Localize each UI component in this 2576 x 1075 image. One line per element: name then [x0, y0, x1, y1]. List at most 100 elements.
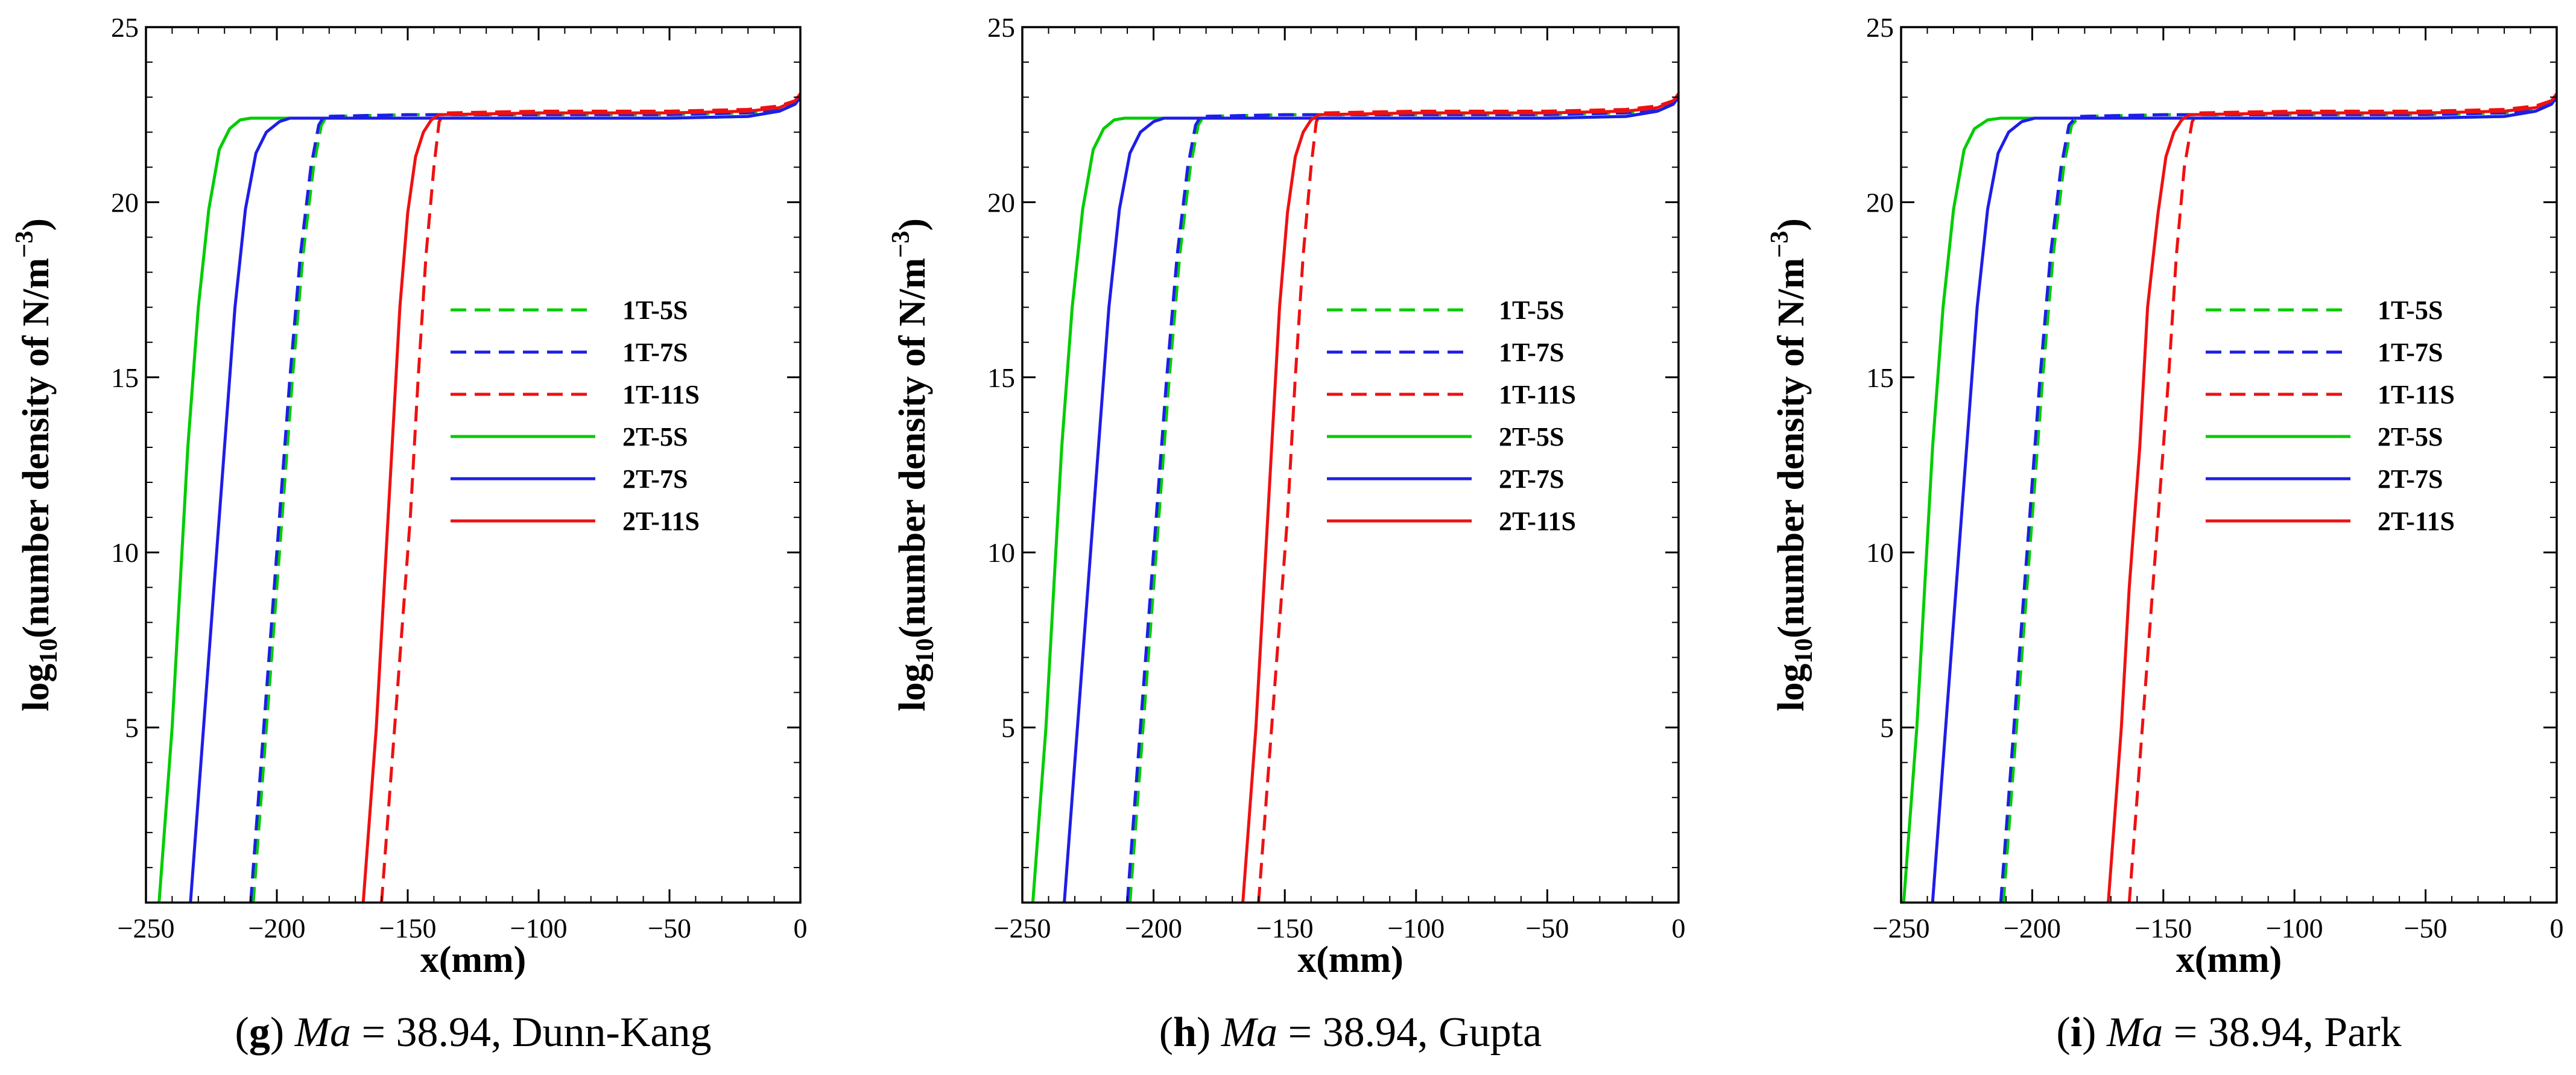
y-axis-title-main: (number density of N/m [16, 258, 57, 638]
legend-label-1T-7S: 1T-7S [2378, 338, 2443, 367]
legend-label-2T-5S: 2T-5S [622, 422, 688, 452]
chart-panel-g: −250 −200 −150 −100 −50 0510152025x(mm)log10(… [11, 12, 808, 1056]
panel-caption: (h) Ma = 38.94, Gupta [1159, 1009, 1542, 1056]
legend-label-1T-7S: 1T-7S [622, 338, 688, 367]
x-axis-title: x(mm) [2176, 939, 2282, 980]
legend-label-2T-11S: 2T-11S [2378, 506, 2455, 536]
series-line-1T-5S [2002, 96, 2557, 903]
x-tick-label: −250 [994, 913, 1051, 944]
series-line-2T-7S [1931, 96, 2557, 903]
y-tick-label: 20 [1866, 187, 1894, 218]
y-axis-title-sup: −3 [1766, 231, 1794, 258]
y-axis-title: log10(number density of N/m−3) [11, 218, 63, 711]
x-tick-label: −250 [118, 913, 175, 944]
y-tick-label: 25 [111, 12, 139, 43]
series-line-2T-7S [1063, 96, 1679, 903]
x-tick-label: −150 [1256, 913, 1314, 944]
y-axis-title-log: log [892, 664, 933, 711]
y-axis-title-close: ) [16, 218, 57, 231]
series-line-2T-7S [189, 96, 800, 903]
series-line-1T-7S [1125, 96, 1679, 903]
caption-close: ) [270, 1009, 295, 1056]
caption-model: Park [2324, 1009, 2401, 1056]
plot-frame [145, 26, 802, 904]
y-tick-label: 15 [987, 362, 1015, 393]
legend-label-1T-11S: 1T-11S [2378, 380, 2455, 409]
caption-letter: i [2071, 1009, 2082, 1056]
x-tick-label: 0 [2550, 913, 2564, 944]
x-tick-label: −150 [2135, 913, 2192, 944]
caption-eq: = 38.94, [1277, 1009, 1438, 1056]
y-axis-title-sup: −3 [11, 231, 39, 258]
y-tick-label: 25 [987, 12, 1015, 43]
x-tick-label: 0 [1672, 913, 1686, 944]
x-tick-label: −50 [648, 913, 691, 944]
legend-label-2T-7S: 2T-7S [1499, 464, 1564, 494]
y-tick-label: 10 [111, 537, 139, 568]
panel-caption: (g) Ma = 38.94, Dunn-Kang [235, 1009, 712, 1056]
caption-letter: g [249, 1009, 270, 1056]
y-axis-title-close: ) [1771, 218, 1812, 231]
y-tick-label: 5 [1001, 713, 1015, 743]
caption-ma: Ma [2106, 1009, 2163, 1056]
x-tick-label: −250 [1873, 913, 1930, 944]
y-tick-label: 20 [111, 187, 139, 218]
series-line-1T-11S [2127, 92, 2557, 903]
panel-caption: (i) Ma = 38.94, Park [2056, 1009, 2401, 1056]
series-line-1T-11S [380, 92, 800, 903]
y-axis-title: log10(number density of N/m−3) [887, 218, 939, 711]
legend-label-1T-5S: 1T-5S [1499, 295, 1564, 325]
y-tick-label: 20 [987, 187, 1015, 218]
y-tick-label: 25 [1866, 12, 1894, 43]
x-tick-label: −200 [2004, 913, 2061, 944]
y-axis-title-main: (number density of N/m [1771, 258, 1812, 638]
y-tick-label: 5 [1880, 713, 1894, 743]
y-axis-title-sub: 10 [911, 638, 939, 664]
caption-open: ( [1159, 1009, 1173, 1056]
legend-label-2T-5S: 2T-5S [1499, 422, 1564, 452]
x-tick-label: −100 [2266, 913, 2323, 944]
series-line-1T-5S [252, 96, 800, 903]
caption-open: ( [235, 1009, 249, 1056]
y-tick-label: 15 [111, 362, 139, 393]
series-line-2T-11S [361, 92, 800, 903]
series-line-2T-5S [1031, 96, 1679, 903]
legend-label-2T-5S: 2T-5S [2378, 422, 2443, 452]
legend-label-1T-11S: 1T-11S [1499, 380, 1576, 409]
legend-label-2T-7S: 2T-7S [622, 464, 688, 494]
caption-open: ( [2056, 1009, 2070, 1056]
y-axis-title-close: ) [892, 218, 933, 231]
caption-ma: Ma [294, 1009, 351, 1056]
y-axis-title-sup: −3 [887, 231, 915, 258]
y-axis-title-main: (number density of N/m [892, 258, 933, 638]
y-axis-title-sub: 10 [1790, 638, 1818, 664]
caption-letter: h [1173, 1009, 1197, 1056]
legend-label-2T-11S: 2T-11S [622, 506, 700, 536]
plot-frame [1021, 26, 1680, 904]
chart-panel-i: −250 −200 −150 −100 −50 0 5 10 15 20 25 x(mm) log10(… [1766, 12, 2564, 1056]
y-tick-label: 15 [1866, 362, 1894, 393]
x-tick-label: −100 [510, 913, 568, 944]
caption-model: Gupta [1438, 1009, 1542, 1056]
y-axis-title-sub: 10 [35, 638, 63, 664]
x-tick-label: −100 [1387, 913, 1445, 944]
caption-eq: = 38.94, [2163, 1009, 2324, 1056]
legend-label-1T-5S: 1T-5S [622, 295, 688, 325]
legend-label-1T-5S: 1T-5S [2378, 295, 2443, 325]
x-tick-label: −50 [1525, 913, 1569, 944]
legend-label-1T-7S: 1T-7S [1499, 338, 1564, 367]
series-line-2T-11S [2107, 92, 2557, 903]
x-tick-label: −150 [379, 913, 437, 944]
y-tick-label: 10 [987, 537, 1015, 568]
series-line-2T-5S [1902, 96, 2557, 903]
chart-panel-h: −250 −200 −150 −100 −50 0510152025x(mm)log10(… [887, 12, 1686, 1056]
series-line-2T-5S [157, 96, 800, 903]
x-tick-label: 0 [794, 913, 808, 944]
caption-close: ) [1197, 1009, 1221, 1056]
legend-label-2T-11S: 2T-11S [1499, 506, 1576, 536]
y-axis-title: log10(number density of N/m−3) [1766, 218, 1818, 711]
caption-close: ) [2082, 1009, 2107, 1056]
series-line-2T-11S [1241, 92, 1679, 903]
x-tick-label: −50 [2404, 913, 2448, 944]
x-tick-label: −200 [1125, 913, 1182, 944]
